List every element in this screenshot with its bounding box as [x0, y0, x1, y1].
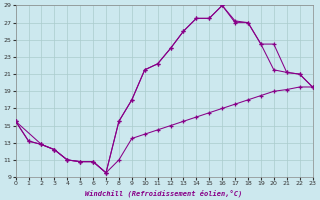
X-axis label: Windchill (Refroidissement éolien,°C): Windchill (Refroidissement éolien,°C) [85, 189, 243, 197]
